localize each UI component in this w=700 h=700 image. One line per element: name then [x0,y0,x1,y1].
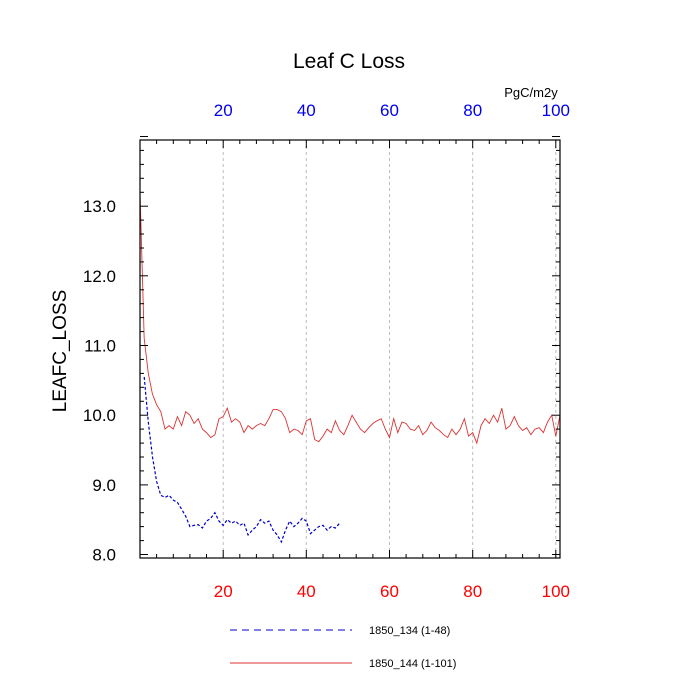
units-label: PgC/m2y [504,85,558,100]
axes: 20 20 40 40 60 60 80 80 100 100 8.0 9.0 10.0 11.0 12.0… [83,101,570,601]
chart-title: Leaf C Loss [293,50,405,73]
y-tick-label: 9.0 [92,476,116,495]
x-tick-label-top: 80 [463,101,482,120]
y-tick-label: 11.0 [84,337,116,356]
x-tick-label-bottom: 80 [463,582,482,601]
legend-label-1850-134: 1850_134 (1-48) [369,625,450,637]
gridlines [222,140,557,558]
plot-series [139,192,561,544]
x-tick-label-top: 100 [542,101,570,120]
x-tick-label-bottom: 100 [542,582,570,601]
x-tick-label-bottom: 60 [380,582,399,601]
x-tick-label-top: 20 [214,101,233,120]
x-tick-label-top: 40 [297,101,316,120]
x-tick-label-bottom: 40 [297,582,316,601]
x-tick-label-top: 60 [380,101,399,120]
y-axis-label: LEAFC_LOSS [50,290,71,413]
series-line-1850-144 [139,192,561,445]
y-tick-label: 10.0 [83,406,116,425]
x-tick-label-bottom: 20 [214,582,233,601]
y-tick-label: 8.0 [92,546,116,565]
y-tick-label: 12.0 [83,267,116,286]
series-line-1850-134 [143,376,341,544]
y-tick-label: 13.0 [83,197,116,216]
plot-frame [139,139,561,559]
legend-label-1850-144: 1850_144 (1-101) [369,658,456,670]
legend: 1850_134 (1-48) 1850_144 (1-101) [230,625,456,670]
